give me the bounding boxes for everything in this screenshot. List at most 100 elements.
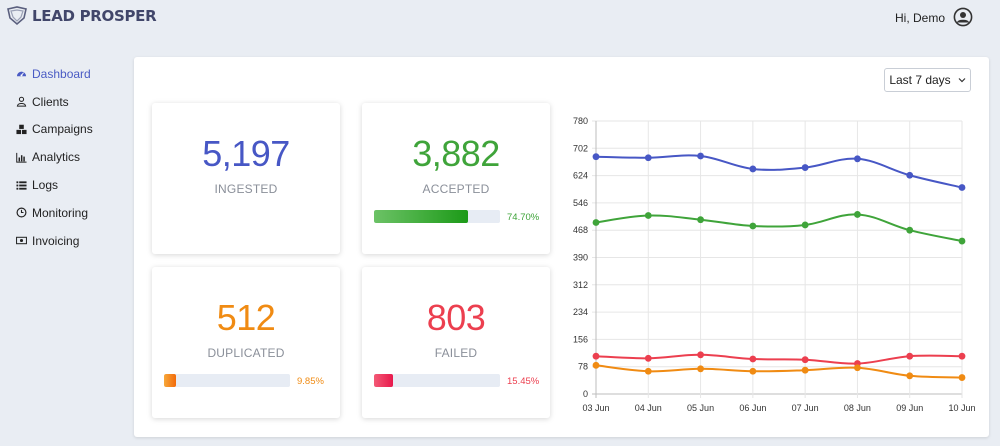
clock-icon — [16, 207, 27, 218]
list-icon — [16, 180, 27, 191]
y-tick-label: 312 — [573, 280, 588, 290]
user-circle-icon[interactable] — [953, 7, 973, 27]
series-point-0 — [854, 155, 861, 163]
dashboard-panel: Last 7 days 5,197 INGESTED 3,882 ACCEPTE… — [134, 57, 989, 437]
series-point-3 — [749, 367, 757, 375]
series-point-1 — [644, 212, 652, 219]
series-point-3 — [906, 372, 914, 380]
accepted-label: ACCEPTED — [422, 182, 490, 196]
date-range-dropdown[interactable]: Last 7 days — [884, 68, 971, 92]
series-point-2 — [749, 355, 757, 363]
series-point-0 — [592, 153, 600, 161]
series-point-3 — [854, 364, 861, 372]
sidebar-item-label: Campaigns — [32, 122, 93, 137]
top-bar: LEAD PROSPER Hi, Demo — [0, 0, 1000, 40]
brand-name: LEAD PROSPER — [32, 7, 157, 25]
y-tick-label: 234 — [573, 307, 588, 317]
series-point-0 — [749, 165, 757, 173]
accepted-percent: 74.70% — [507, 212, 540, 223]
chevron-down-icon — [958, 78, 966, 83]
sidebar-item-label: Analytics — [32, 150, 81, 165]
sidebar-item-campaigns[interactable]: Campaigns — [16, 116, 131, 144]
y-tick-label: 624 — [573, 171, 588, 181]
y-tick-label: 546 — [573, 198, 588, 208]
x-tick-label: 07 Jun — [792, 403, 819, 413]
series-point-2 — [697, 351, 704, 359]
sidebar-item-label: Invoicing — [32, 233, 80, 248]
duplicated-label: DUPLICATED — [207, 346, 285, 360]
leads-line-chart: 0 78 156 234 312 390 468 546 624 702 780 03 Jun 04 J… — [573, 116, 976, 413]
sidebar-item-invoicing[interactable]: Invoicing — [16, 227, 131, 255]
sidebar-item-label: Dashboard — [32, 66, 91, 81]
sidebar-nav: Dashboard Clients Campaigns Analytics Lo… — [16, 60, 131, 255]
sidebar-item-dashboard[interactable]: Dashboard — [16, 60, 131, 88]
series-point-1 — [958, 237, 966, 245]
duplicated-progress-bar — [164, 374, 290, 387]
dashboard-icon — [16, 68, 27, 79]
failed-percent: 15.45% — [507, 376, 540, 387]
series-point-0 — [644, 154, 652, 162]
failed-value: 803 — [426, 297, 486, 338]
ingested-label: INGESTED — [214, 182, 278, 196]
duplicated-percent: 9.85% — [297, 376, 324, 387]
accepted-card[interactable]: 3,882 ACCEPTED 74.70% — [362, 103, 550, 254]
series-line-0 — [595, 154, 963, 189]
series-point-3 — [697, 365, 704, 373]
sidebar-item-clients[interactable]: Clients — [16, 88, 131, 116]
failed-progress-bar — [374, 374, 500, 387]
series-point-1 — [854, 211, 861, 218]
y-tick-label: 156 — [573, 334, 588, 344]
series-point-2 — [958, 352, 966, 360]
money-icon — [16, 235, 27, 246]
series-point-2 — [644, 354, 652, 362]
series-point-0 — [801, 164, 809, 171]
x-tick-label: 09 Jun — [896, 403, 923, 413]
user-icon — [16, 96, 27, 107]
series-line-2 — [595, 353, 963, 365]
user-greeting: Hi, Demo — [894, 11, 945, 25]
series-point-1 — [906, 226, 914, 234]
y-tick-label: 468 — [573, 225, 588, 235]
bar-chart-icon — [16, 152, 27, 163]
accepted-value: 3,882 — [412, 133, 500, 174]
series-point-0 — [958, 184, 966, 191]
failed-card[interactable]: 803 FAILED 15.45% — [362, 267, 550, 418]
failed-label: FAILED — [434, 346, 478, 360]
series-line-1 — [595, 213, 963, 243]
x-tick-label: 08 Jun — [844, 403, 871, 413]
failed-progress-fill — [374, 374, 394, 387]
series-point-3 — [644, 367, 652, 375]
series-point-0 — [697, 152, 704, 160]
date-range-label: Last 7 days — [889, 73, 951, 87]
y-tick-label: 780 — [573, 116, 588, 126]
y-tick-label: 78 — [578, 362, 588, 372]
x-tick-label: 06 Jun — [739, 403, 766, 413]
shield-logo-icon — [7, 6, 27, 26]
sidebar-item-analytics[interactable]: Analytics — [16, 143, 131, 171]
sidebar-item-logs[interactable]: Logs — [16, 171, 131, 199]
x-tick-label: 10 Jun — [948, 403, 975, 413]
duplicated-card[interactable]: 512 DUPLICATED 9.85% — [152, 267, 340, 418]
sidebar-item-monitoring[interactable]: Monitoring — [16, 199, 131, 227]
series-point-1 — [697, 216, 704, 224]
series-point-2 — [801, 356, 809, 364]
ingested-card[interactable]: 5,197 INGESTED — [152, 103, 340, 254]
y-tick-label: 702 — [573, 143, 588, 153]
cubes-icon — [16, 124, 27, 135]
sidebar-item-label: Logs — [32, 178, 59, 193]
brand-logo[interactable]: LEAD PROSPER — [6, 6, 157, 26]
x-tick-label: 05 Jun — [687, 403, 714, 413]
accepted-progress-bar — [374, 210, 500, 223]
sidebar-item-label: Monitoring — [32, 205, 89, 220]
series-point-1 — [749, 222, 757, 230]
duplicated-value: 512 — [216, 297, 276, 338]
series-point-2 — [906, 352, 914, 360]
x-tick-label: 04 Jun — [635, 403, 662, 413]
series-point-1 — [592, 219, 600, 226]
series-point-3 — [958, 374, 966, 381]
sidebar-item-label: Clients — [32, 94, 69, 109]
series-point-3 — [801, 366, 809, 374]
series-line-3 — [595, 364, 963, 379]
series-point-1 — [801, 221, 809, 229]
accepted-progress-fill — [374, 210, 469, 223]
